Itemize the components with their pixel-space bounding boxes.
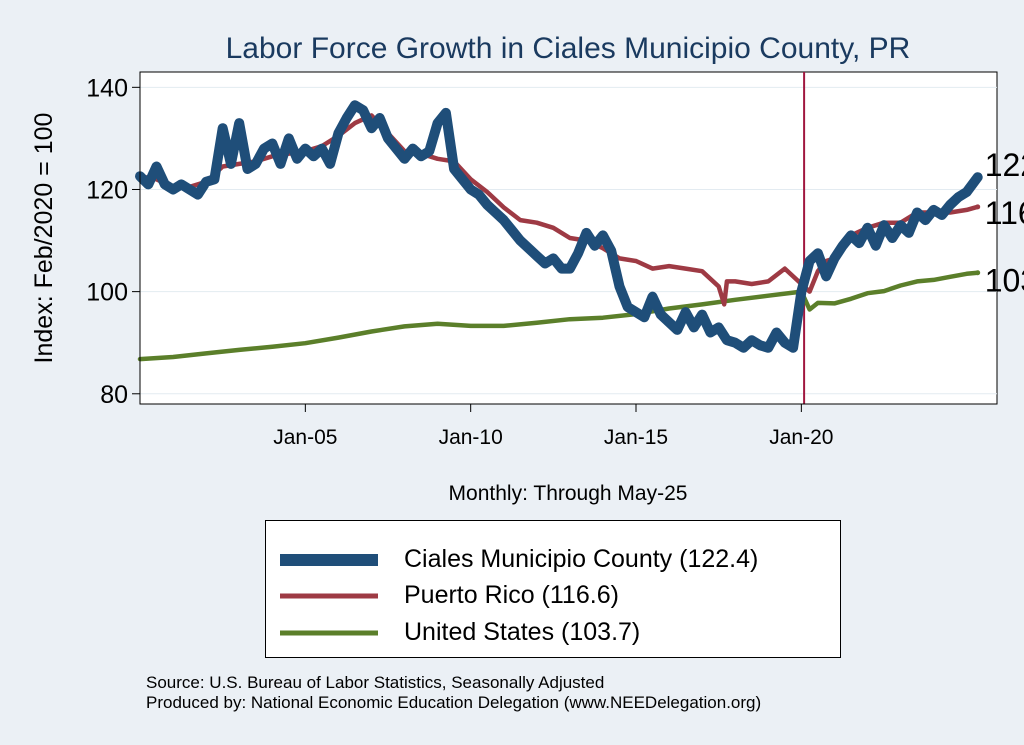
x-tick-label: Jan-15 [604, 426, 668, 449]
x-axis: Jan-05 Jan-10 Jan-15 Jan-20 [140, 403, 997, 449]
series-end-label-2: 103.7 [985, 263, 1024, 299]
legend-label-puerto-rico: Puerto Rico (116.6) [404, 581, 619, 609]
legend-swatch-ciales [280, 553, 378, 566]
legend-label-ciales: Ciales Municipio County (122.4) [404, 545, 759, 573]
x-tick-label: Jan-05 [273, 426, 337, 449]
producer-note: Produced by: National Economic Education… [146, 693, 762, 712]
series-end-marker-1 [975, 204, 981, 210]
series-end-marker-2 [975, 270, 981, 276]
legend-label-united-states: United States (103.7) [404, 618, 641, 646]
y-tick-label: 100 [86, 279, 128, 307]
y-axis-title: Index: Feb/2020 = 100 [30, 113, 58, 364]
series-line-0 [135, 100, 983, 353]
legend-swatch-puerto-rico [280, 593, 378, 598]
chart-title: Labor Force Growth in Ciales Municipio C… [226, 32, 911, 65]
series-line-2 [137, 270, 980, 362]
gridlines [140, 86, 997, 395]
legend-item-united-states: United States (103.7) [280, 618, 640, 647]
end-labels: 122.4 116.6 103.7 [975, 147, 1024, 299]
legend-item-puerto-rico: Puerto Rico (116.6) [280, 581, 619, 610]
series-end-label-1: 116.6 [985, 195, 1024, 231]
x-tick-label: Jan-10 [439, 426, 503, 449]
source-note: Source: U.S. Bureau of Labor Statistics,… [146, 673, 605, 692]
series-end-label-0: 122.4 [985, 147, 1024, 183]
legend: Ciales Municipio County (122.4) Puerto R… [265, 520, 841, 658]
y-tick-label: 80 [100, 381, 128, 409]
y-tick-label: 140 [86, 74, 128, 102]
x-tick-label: Jan-20 [769, 426, 833, 449]
series-end-marker-0 [975, 174, 981, 180]
series-lines [135, 100, 983, 362]
y-tick-label: 120 [86, 176, 128, 204]
legend-item-ciales: Ciales Municipio County (122.4) [280, 545, 758, 574]
x-axis-title: Monthly: Through May-25 [449, 482, 688, 505]
y-axis: 80 100 120 140 [86, 72, 141, 409]
legend-swatch-united-states [280, 630, 378, 635]
